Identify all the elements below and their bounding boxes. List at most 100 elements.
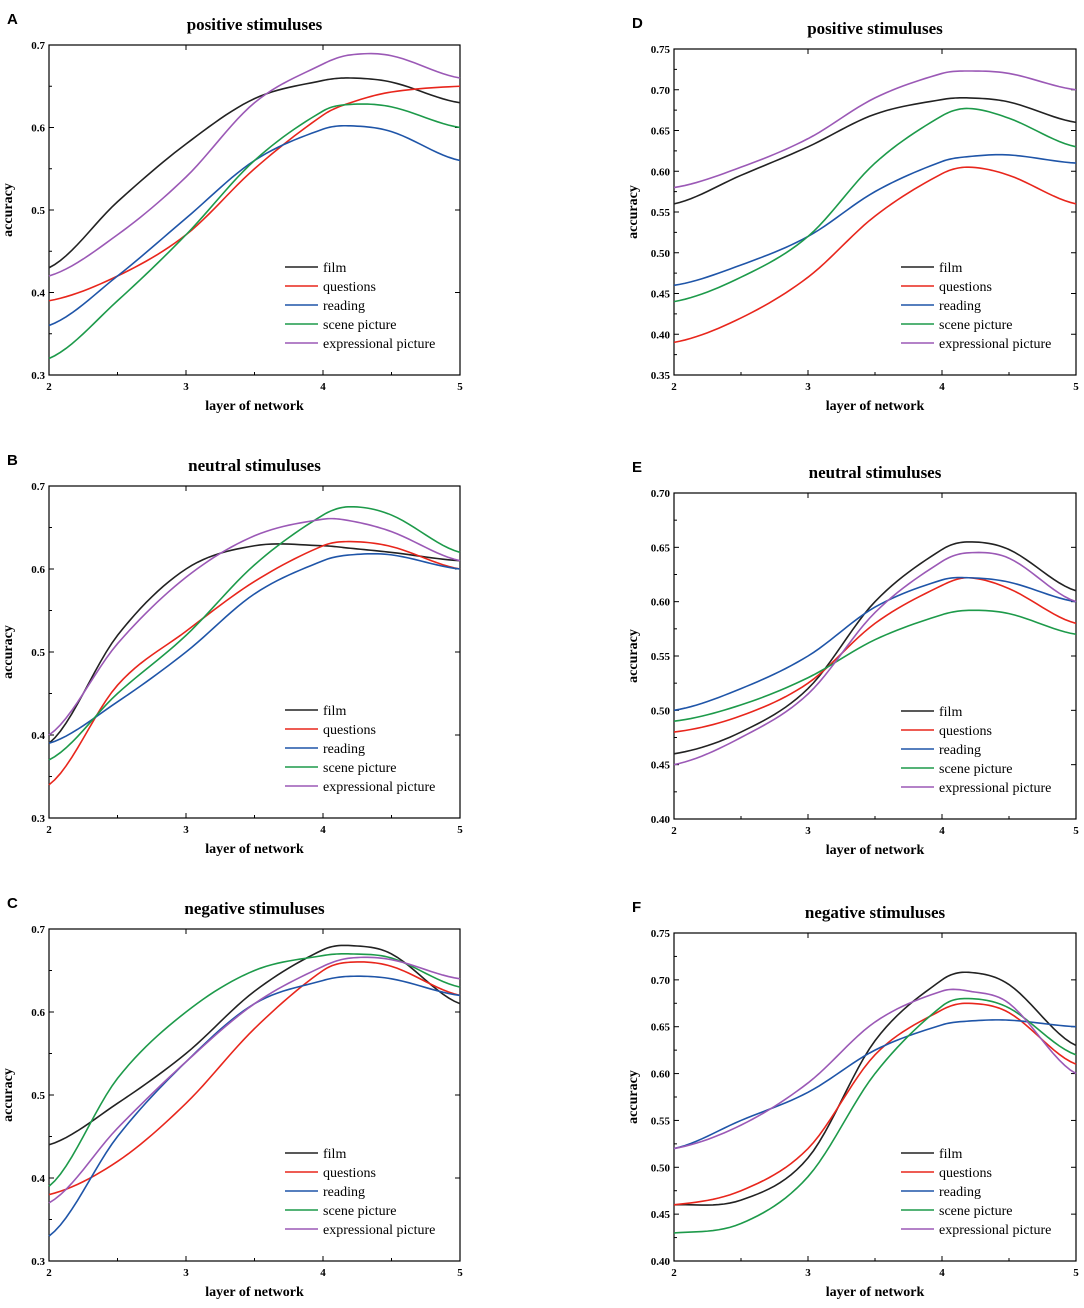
- series-line-questions: [673, 166, 1077, 344]
- x-tick-label: 2: [46, 381, 52, 393]
- y-tick-label: 0.70: [651, 85, 671, 97]
- series-line-film: [673, 971, 1077, 1206]
- x-axis-label: layer of network: [205, 399, 304, 414]
- panel-letter: E: [632, 459, 642, 476]
- legend-entry: film: [323, 704, 346, 719]
- legend-entry: expressional picture: [323, 337, 435, 352]
- legend-entry: scene picture: [323, 318, 396, 333]
- x-tick-label: 5: [457, 381, 463, 393]
- y-tick-label: 0.45: [651, 760, 671, 772]
- y-tick-label: 0.70: [651, 975, 671, 987]
- x-tick-label: 3: [183, 381, 189, 393]
- x-tick-label: 4: [320, 824, 326, 836]
- y-tick-label: 0.7: [31, 481, 45, 493]
- y-tick-label: 0.45: [651, 289, 671, 301]
- x-tick-label: 3: [183, 824, 189, 836]
- y-tick-label: 0.6: [31, 564, 45, 576]
- y-tick-label: 0.6: [31, 123, 45, 135]
- series-line-questions: [673, 576, 1077, 733]
- y-tick-label: 0.4: [31, 1173, 45, 1185]
- legend: film questions reading scene picture express…: [901, 1147, 1051, 1238]
- legend-entry: expressional picture: [939, 1223, 1051, 1238]
- x-axis-label: layer of network: [826, 399, 925, 414]
- y-tick-label: 0.65: [651, 126, 671, 138]
- panel-letter: C: [7, 895, 18, 912]
- series-line-expressional-picture: [673, 551, 1077, 766]
- legend-entry: reading: [323, 299, 365, 314]
- y-tick-label: 0.75: [651, 928, 671, 940]
- x-tick-label: 2: [671, 825, 677, 837]
- y-tick-label: 0.4: [31, 288, 45, 300]
- legend: film questions reading scene picture express…: [285, 261, 435, 352]
- series-line-expressional-picture: [48, 517, 461, 736]
- x-tick-label: 3: [805, 1267, 811, 1279]
- legend-entry: scene picture: [323, 761, 396, 776]
- y-tick-label: 0.5: [31, 205, 45, 217]
- legend-entry: expressional picture: [939, 337, 1051, 352]
- x-tick-label: 3: [805, 381, 811, 393]
- y-tick-label: 0.35: [651, 370, 671, 382]
- legend-entry: film: [323, 1147, 346, 1162]
- x-tick-label: 4: [320, 381, 326, 393]
- plot-frame: [48, 928, 461, 1262]
- legend-entry: questions: [323, 280, 376, 295]
- plot-frame: [673, 932, 1077, 1262]
- series-line-questions: [48, 85, 461, 302]
- y-tick-label: 0.60: [651, 597, 671, 609]
- series-line-expressional-picture: [48, 956, 461, 1204]
- legend-entry: reading: [939, 1185, 981, 1200]
- chart-title: neutral stimuluses: [188, 456, 321, 475]
- y-tick-label: 0.50: [651, 248, 671, 260]
- series-line-scene-picture: [48, 505, 461, 761]
- series-line-reading: [673, 153, 1077, 287]
- series-line-questions: [48, 540, 461, 786]
- x-tick-label: 5: [457, 1267, 463, 1279]
- legend: film questions reading scene picture express…: [285, 704, 435, 795]
- x-tick-label: 4: [939, 381, 945, 393]
- series-line-film: [48, 944, 461, 1146]
- legend: film questions reading scene picture express…: [901, 705, 1051, 796]
- panel-letter: A: [7, 11, 18, 28]
- y-tick-label: 0.50: [651, 1162, 671, 1174]
- y-tick-label: 0.5: [31, 1090, 45, 1102]
- y-tick-label: 0.3: [31, 370, 45, 382]
- plot-frame: [673, 492, 1077, 820]
- x-tick-label: 3: [805, 825, 811, 837]
- legend-entry: film: [939, 261, 962, 276]
- x-axis-label: layer of network: [205, 1285, 304, 1300]
- series-line-expressional-picture: [48, 52, 461, 277]
- panel-letter: D: [632, 15, 643, 32]
- y-axis-label: accuracy: [1, 625, 16, 679]
- legend-entry: scene picture: [939, 762, 1012, 777]
- x-tick-label: 5: [1073, 381, 1079, 393]
- series-line-reading: [48, 124, 461, 327]
- y-axis-label: accuracy: [626, 1070, 641, 1124]
- chart-title: neutral stimuluses: [809, 463, 942, 482]
- legend-entry: scene picture: [939, 1204, 1012, 1219]
- x-tick-label: 5: [1073, 1267, 1079, 1279]
- y-tick-label: 0.4: [31, 730, 45, 742]
- y-tick-label: 0.65: [651, 542, 671, 554]
- y-tick-label: 0.40: [651, 1256, 671, 1268]
- x-axis-label: layer of network: [205, 842, 304, 857]
- legend-entry: reading: [323, 742, 365, 757]
- panel-letter: B: [7, 452, 18, 469]
- y-tick-label: 0.75: [651, 44, 671, 56]
- y-tick-label: 0.55: [651, 1115, 671, 1127]
- legend-entry: questions: [323, 1166, 376, 1181]
- series-line-scene-picture: [673, 609, 1077, 722]
- series-line-film: [673, 97, 1077, 205]
- legend-entry: reading: [939, 743, 981, 758]
- series-line-film: [48, 77, 461, 269]
- y-tick-label: 0.50: [651, 705, 671, 717]
- series-line-reading: [48, 975, 461, 1237]
- x-tick-label: 4: [320, 1267, 326, 1279]
- series-line-scene-picture: [673, 997, 1077, 1234]
- series-line-reading: [673, 576, 1077, 712]
- x-tick-label: 2: [671, 1267, 677, 1279]
- y-axis-label: accuracy: [1, 1068, 16, 1122]
